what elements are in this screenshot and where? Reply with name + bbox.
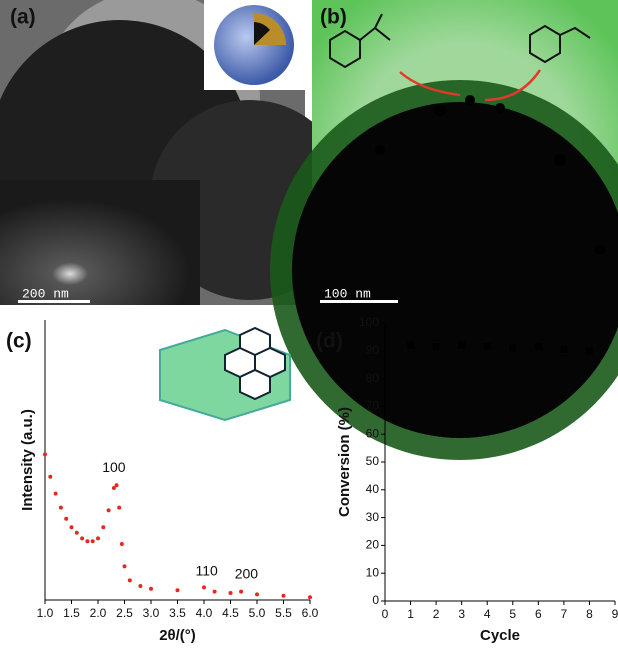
x-tick-label: 5.0 [249,606,266,620]
data-point [202,585,206,589]
data-point [96,536,100,540]
y-tick-label: 20 [366,538,380,552]
x-tick-label: 0 [382,607,389,621]
data-point [117,506,121,510]
data-point [115,483,119,487]
data-point [149,587,153,591]
x-tick-label: 8 [586,607,593,621]
data-point [458,342,465,349]
data-point [535,343,542,350]
y-tick-label: 90 [366,343,380,357]
scale-bar-label: 100 nm [324,286,371,301]
x-tick-label: 4 [484,607,491,621]
data-point [120,542,124,546]
y-axis-title: Intensity (a.u.) [19,409,36,511]
tem-image-b [270,0,618,460]
x-tick-label: 9 [612,607,618,621]
x-tick-label: 3.5 [169,606,186,620]
annotation: 200 [235,566,259,582]
data-point [138,584,142,588]
data-point [484,343,491,350]
data-point [43,452,47,456]
data-point [91,539,95,543]
data-point [101,525,105,529]
x-tick-label: 6.0 [302,606,319,620]
data-point [70,525,74,529]
y-tick-label: 60 [366,426,380,440]
data-point [255,592,259,596]
data-point [560,346,567,353]
data-point [59,506,63,510]
x-axis-title: 2θ/(°) [159,627,196,644]
x-tick-label: 4.5 [222,606,239,620]
data-point [176,588,180,592]
x-tick-label: 1.5 [63,606,80,620]
data-point [48,475,52,479]
y-tick-label: 80 [366,371,380,385]
y-tick-label: 70 [366,399,380,413]
x-tick-label: 6 [535,607,542,621]
x-tick-label: 5 [509,607,516,621]
data-point [75,531,79,535]
x-tick-label: 3.0 [143,606,160,620]
x-tick-label: 1.0 [37,606,54,620]
data-point [239,590,243,594]
x-tick-label: 2 [433,607,440,621]
x-tick-label: 1 [407,607,414,621]
y-tick-label: 30 [366,510,380,524]
data-point [509,345,516,352]
y-tick-label: 100 [359,315,379,329]
x-axis-title: Cycle [480,627,520,644]
panel-label: (c) [6,330,32,353]
annotation: 110 [195,563,218,579]
figure: (a) 200 nm (b) 100 nm (c) 1.0 1.5 2.0 2.5 3.0… [0,0,618,645]
data-point [128,578,132,582]
y-tick-label: 50 [366,454,380,468]
data-point [80,536,84,540]
data-point [282,594,286,598]
y-axis-title: Conversion (%) [336,407,353,517]
panel-label: (b) [320,6,347,29]
data-point [586,347,593,354]
data-point [213,590,217,594]
data-point [308,595,312,599]
scale-bar-label: 200 nm [22,286,69,301]
x-tick-label: 5.5 [275,606,292,620]
page: (a) 200 nm (b) 100 nm (c) 1.0 1.5 2.0 2.5 3.0… [0,0,618,650]
x-tick-label: 7 [561,607,568,621]
data-point [229,591,233,595]
data-point [64,517,68,521]
data-point [407,342,414,349]
y-tick-label: 0 [372,593,379,607]
data-point [85,539,89,543]
panel-label: (a) [10,6,36,29]
x-tick-label: 3 [458,607,465,621]
y-tick-label: 40 [366,482,380,496]
data-point [433,343,440,350]
data-point [107,508,111,512]
panel-label: (d) [316,330,343,353]
data-point [54,492,58,496]
x-tick-label: 4.0 [196,606,213,620]
hexagon-inset [160,328,290,420]
y-tick-label: 10 [366,565,380,579]
x-tick-label: 2.0 [90,606,107,620]
data-point [123,564,127,568]
x-tick-label: 2.5 [116,606,133,620]
annotation: 100 [102,459,126,475]
